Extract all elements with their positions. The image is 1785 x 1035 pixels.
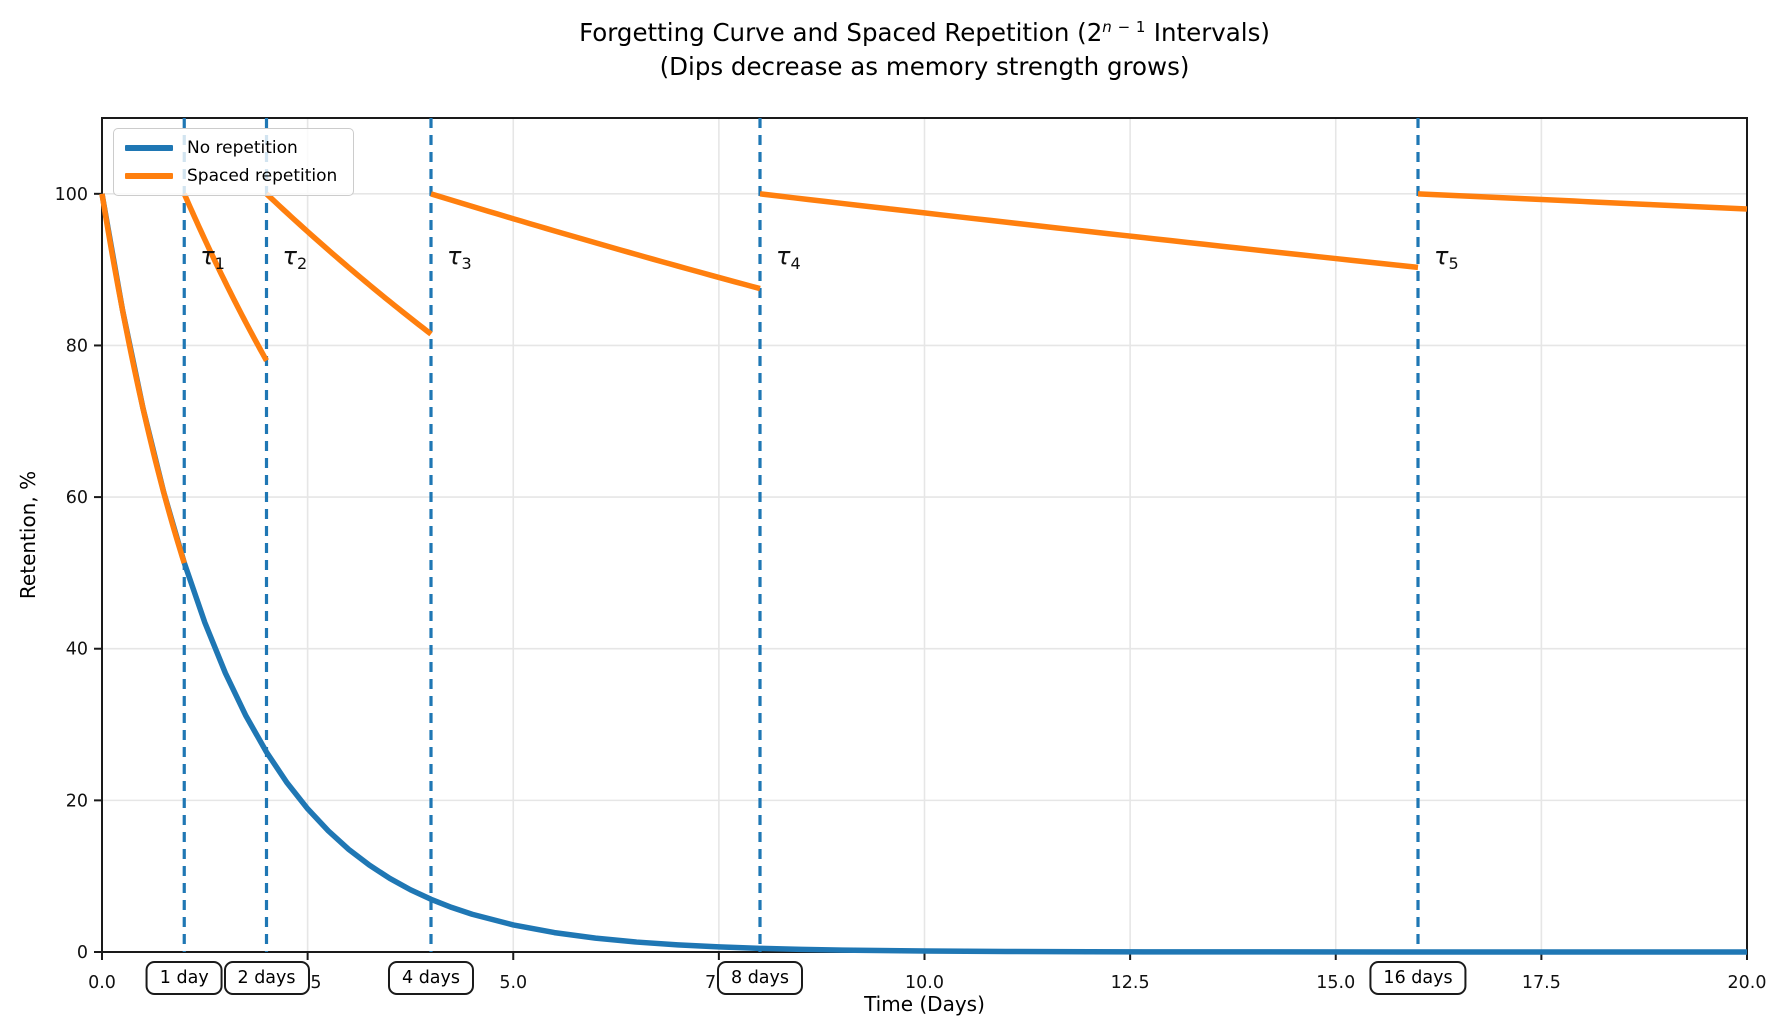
legend-item-spaced-repetition: Spaced repetition bbox=[125, 166, 337, 186]
x-tick-label: 20.0 bbox=[1728, 973, 1767, 993]
chart-subtitle: (Dips decrease as memory strength grows) bbox=[659, 52, 1190, 81]
x-tick-label: 12.5 bbox=[1111, 973, 1150, 993]
spaced-repetition-curve-segment bbox=[759, 191, 1419, 271]
legend-label-no-repetition: No repetition bbox=[187, 138, 298, 158]
legend-swatch-orange-line bbox=[125, 173, 173, 179]
spaced-repetition-curve-segment bbox=[264, 191, 433, 337]
title-superscript-var: n bbox=[1102, 18, 1113, 36]
y-tick-label: 40 bbox=[66, 640, 88, 660]
spaced-repetition-curve-segment bbox=[430, 191, 761, 292]
y-tick-label: 0 bbox=[77, 943, 88, 963]
legend-item-no-repetition: No repetition bbox=[125, 138, 337, 158]
legend-label-spaced-repetition: Spaced repetition bbox=[187, 166, 338, 186]
legend-swatch-blue-line bbox=[125, 145, 173, 151]
x-tick-label: 15.0 bbox=[1316, 973, 1355, 993]
x-tick-label: 5.0 bbox=[499, 973, 527, 993]
y-tick-label: 100 bbox=[55, 185, 88, 205]
y-tick-label: 60 bbox=[66, 488, 88, 508]
chart-title-line1: Forgetting Curve and Spaced Repetition (… bbox=[102, 10, 1747, 50]
title-superscript: n − 1 bbox=[1102, 18, 1146, 36]
chart-title: Forgetting Curve and Spaced Repetition (… bbox=[102, 10, 1747, 84]
spaced-repetition-curve-segment bbox=[99, 193, 187, 564]
x-tick-label: 10.0 bbox=[905, 973, 944, 993]
x-tick-label: 0.0 bbox=[88, 973, 116, 993]
title-text-post: Intervals) bbox=[1145, 18, 1270, 47]
no-repetition-curve bbox=[99, 193, 1747, 955]
y-tick-label: 80 bbox=[66, 336, 88, 356]
y-axis-label: Retention, % bbox=[16, 470, 40, 600]
title-superscript-rest: − 1 bbox=[1112, 18, 1146, 36]
spaced-repetition-curve-segment bbox=[1417, 191, 1748, 212]
x-tick-label: 17.5 bbox=[1522, 973, 1561, 993]
x-tick-label: 2.5 bbox=[294, 973, 322, 993]
legend: No repetition Spaced repetition bbox=[113, 128, 355, 196]
x-tick-label: 7.5 bbox=[705, 973, 733, 993]
title-text: Forgetting Curve and Spaced Repetition (… bbox=[579, 18, 1103, 47]
spaced-repetition-curve-segment bbox=[181, 192, 269, 362]
x-axis-label: Time (Days) bbox=[864, 992, 985, 1016]
y-tick-label: 20 bbox=[66, 791, 88, 811]
